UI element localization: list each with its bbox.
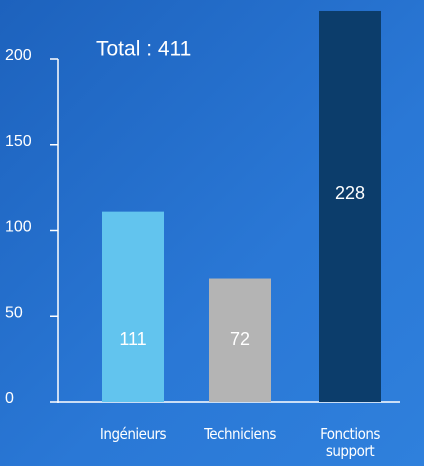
x-tick-label: Techniciens	[204, 425, 276, 443]
y-tick-label: 50	[5, 304, 23, 321]
y-tick-label: 200	[5, 47, 32, 64]
total-annotation: Total : 411	[96, 38, 191, 61]
value-label: 228	[335, 183, 365, 203]
x-tick-label: Fonctions support	[320, 425, 380, 460]
bar	[102, 211, 164, 402]
x-tick-label: Ingénieurs	[99, 425, 167, 443]
value-label: 72	[230, 329, 250, 349]
y-tick-label: 0	[5, 390, 14, 407]
y-tick-label: 150	[5, 133, 32, 150]
value-label: 111	[119, 329, 146, 349]
bar	[209, 278, 271, 402]
y-tick-label: 100	[5, 219, 32, 236]
bar	[319, 10, 381, 402]
